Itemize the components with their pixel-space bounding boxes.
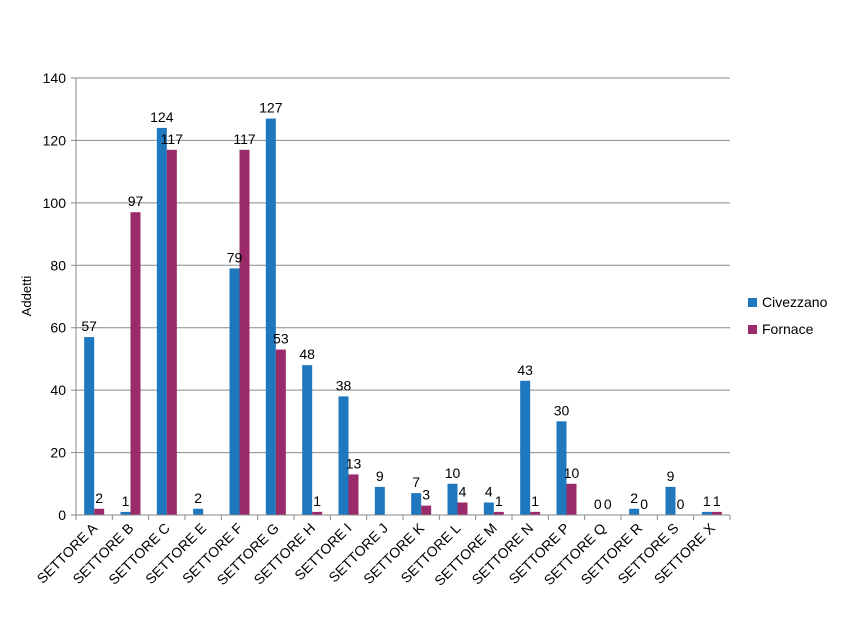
axes [71,77,731,520]
data-label: 48 [299,346,315,362]
data-label: 10 [564,465,580,481]
data-label: 0 [677,496,685,512]
data-label: 0 [594,496,602,512]
bar [193,508,204,515]
bar [275,349,286,515]
data-label: 10 [445,465,461,481]
bar [457,502,468,515]
data-label: 1 [703,493,711,509]
data-label: 1 [313,493,321,509]
data-label: 117 [233,131,256,147]
bar [483,502,494,515]
data-label: 57 [81,318,97,334]
legend-swatch [748,298,757,307]
data-label: 97 [128,193,144,209]
bar [530,511,541,515]
bar [711,511,722,515]
bar [566,483,577,515]
y-tick-label: 80 [50,257,66,273]
data-label: 1 [713,493,721,509]
gridlines [76,77,730,454]
data-label: 0 [640,496,648,512]
bars [84,118,722,516]
bar [130,212,141,515]
bar [312,511,323,515]
data-label: 53 [273,331,289,347]
data-label: 4 [485,484,493,500]
bar [166,149,177,516]
bar [701,511,712,515]
y-tick-label: 120 [43,132,67,148]
legend-label: Fornace [762,321,814,337]
data-label: 2 [95,490,103,506]
data-label: 38 [336,377,352,393]
data-label: 9 [667,468,675,484]
bar [84,337,95,515]
y-tick-label: 140 [43,70,67,86]
bar [338,396,349,515]
data-label: 79 [227,249,243,265]
data-label: 2 [194,490,202,506]
data-label: 3 [422,487,430,503]
y-tick-label: 100 [43,195,67,211]
data-label: 1 [495,493,503,509]
bar [239,149,250,516]
bar [411,493,422,515]
bar [120,511,131,515]
bar [374,486,385,515]
y-tick-labels: 0 20 40 60 80 100 120 140 [43,70,67,523]
data-label: 117 [161,131,184,147]
bar [556,421,567,515]
data-label: 2 [630,490,638,506]
data-label: 127 [259,100,283,116]
legend-label: Civezzano [762,294,828,310]
legend-swatch [748,325,757,334]
y-tick-label: 40 [50,382,66,398]
bar [629,508,640,515]
bar [493,511,504,515]
bar [229,268,240,515]
data-label: 4 [459,484,467,500]
bar [94,508,105,515]
bar [421,505,432,515]
bar [265,118,276,515]
bar [348,474,359,515]
y-tick-label: 60 [50,320,66,336]
bar [447,483,458,515]
data-label: 1 [531,493,539,509]
data-label: 124 [150,109,174,125]
y-axis-title: Addetti [19,276,34,317]
bar [156,127,167,515]
data-label: 30 [554,402,570,418]
data-label: 9 [376,468,384,484]
data-label: 0 [604,496,612,512]
bar [665,486,676,515]
bar [302,365,313,515]
y-tick-label: 0 [58,507,66,523]
data-label: 43 [517,362,533,378]
bar [520,380,531,515]
data-label: 7 [412,474,420,490]
legend: Civezzano Fornace [748,294,828,337]
data-label: 13 [346,455,362,471]
data-label: 1 [122,493,130,509]
y-tick-label: 20 [50,445,66,461]
